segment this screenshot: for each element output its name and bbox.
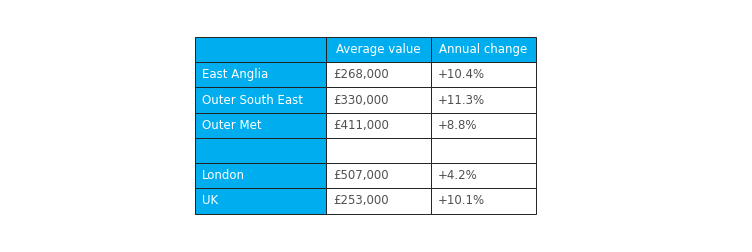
Text: Outer Met: Outer Met [202,119,262,132]
Bar [431,37,535,62]
Bar [195,138,326,163]
Text: +4.2%: +4.2% [438,169,478,182]
Text: +8.8%: +8.8% [438,119,478,132]
Bar [195,188,326,214]
Text: UK: UK [202,195,218,207]
Text: East Anglia: East Anglia [202,68,268,81]
Bar [326,37,431,62]
Bar [431,113,535,138]
Text: £330,000: £330,000 [333,93,389,107]
Text: +10.1%: +10.1% [438,195,485,207]
Bar [326,138,431,163]
Bar [431,87,535,113]
Text: Average value: Average value [336,43,421,56]
Text: London: London [202,169,245,182]
Text: £507,000: £507,000 [333,169,389,182]
Bar [195,113,326,138]
Text: £253,000: £253,000 [333,195,389,207]
Bar [431,163,535,188]
Bar [326,188,431,214]
Text: Annual change: Annual change [439,43,528,56]
Bar [326,113,431,138]
Bar [431,62,535,87]
Text: +11.3%: +11.3% [438,93,485,107]
Text: £268,000: £268,000 [333,68,389,81]
Bar [431,188,535,214]
Text: +10.4%: +10.4% [438,68,485,81]
Text: Outer South East: Outer South East [202,93,303,107]
Bar [326,62,431,87]
Bar [195,37,326,62]
Bar [195,87,326,113]
Text: £411,000: £411,000 [333,119,389,132]
Bar [195,163,326,188]
Bar [326,87,431,113]
Bar [326,163,431,188]
Bar [431,138,535,163]
Bar [195,62,326,87]
